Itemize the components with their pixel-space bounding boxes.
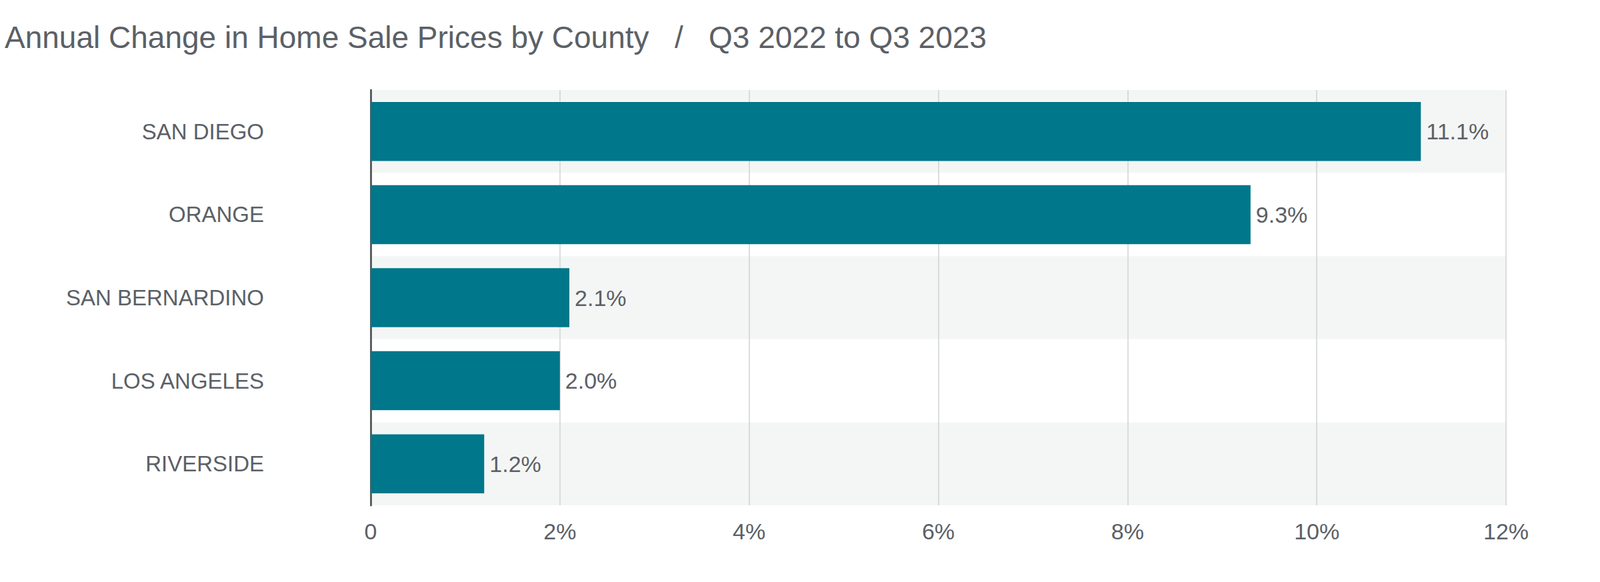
svg-text:10%: 10% — [1294, 518, 1340, 544]
svg-text:SAN BERNARDINO: SAN BERNARDINO — [66, 285, 264, 310]
svg-text:RIVERSIDE: RIVERSIDE — [145, 451, 264, 476]
svg-text:ORANGE: ORANGE — [168, 202, 264, 227]
svg-text:2.1%: 2.1% — [574, 285, 627, 311]
svg-text:11.1%: 11.1% — [1426, 118, 1489, 144]
svg-text:6%: 6% — [922, 518, 955, 544]
svg-text:12%: 12% — [1483, 518, 1529, 544]
svg-text:1.2%: 1.2% — [489, 451, 542, 477]
svg-text:9.3%: 9.3% — [1256, 202, 1308, 228]
svg-text:2.0%: 2.0% — [565, 368, 618, 394]
svg-text:LOS ANGELES: LOS ANGELES — [111, 368, 264, 394]
svg-text:2%: 2% — [543, 518, 576, 544]
svg-text:4%: 4% — [732, 518, 766, 544]
svg-text:Annual Change in Home Sale Pri: Annual Change in Home Sale Prices by Cou… — [4, 20, 987, 55]
svg-text:SAN DIEGO: SAN DIEGO — [142, 119, 264, 144]
svg-text:0: 0 — [364, 518, 378, 544]
svg-text:8%: 8% — [1111, 518, 1144, 544]
